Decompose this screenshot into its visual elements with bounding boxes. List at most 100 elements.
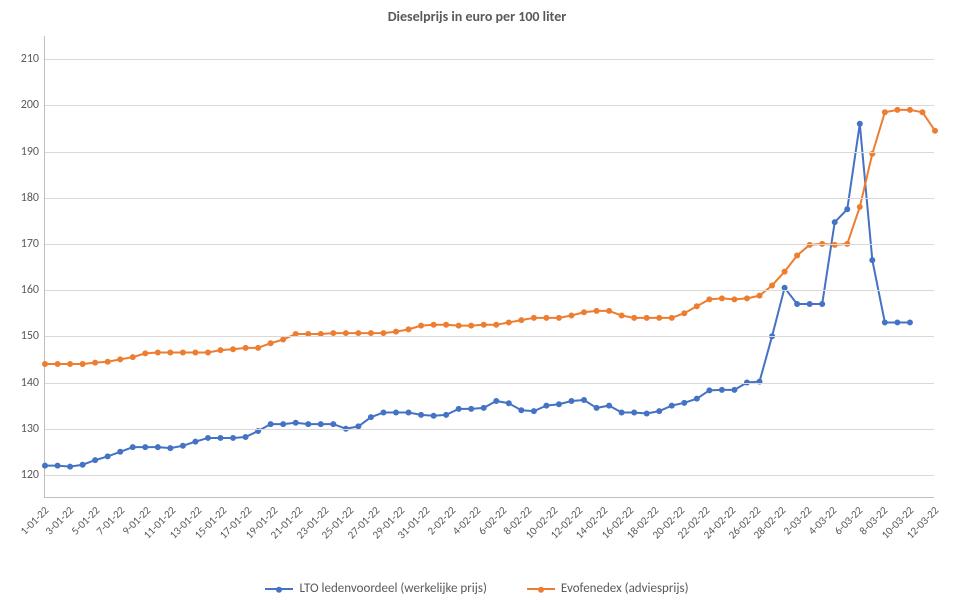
series-marker-0 [518, 407, 524, 413]
series-marker-1 [744, 295, 750, 301]
series-marker-1 [894, 107, 900, 113]
series-marker-1 [694, 303, 700, 309]
series-marker-0 [581, 397, 587, 403]
series-marker-0 [844, 206, 850, 212]
series-marker-0 [80, 462, 86, 468]
series-marker-1 [117, 356, 123, 362]
legend-swatch-lto [265, 588, 293, 590]
series-marker-1 [380, 330, 386, 336]
series-marker-1 [568, 313, 574, 319]
series-marker-1 [105, 359, 111, 365]
series-marker-0 [794, 301, 800, 307]
gridline [45, 198, 934, 199]
series-marker-0 [719, 387, 725, 393]
series-marker-0 [180, 443, 186, 449]
series-marker-0 [443, 412, 449, 418]
series-marker-0 [869, 257, 875, 263]
gridline [45, 336, 934, 337]
series-marker-0 [406, 410, 412, 416]
series-marker-1 [556, 315, 562, 321]
series-marker-1 [167, 349, 173, 355]
y-tick-label: 180 [21, 191, 39, 205]
series-marker-0 [431, 413, 437, 419]
series-marker-0 [217, 435, 223, 441]
series-marker-0 [556, 401, 562, 407]
chart-container: Dieselprijs in euro per 100 liter 120130… [0, 0, 954, 602]
series-marker-0 [105, 453, 111, 459]
series-marker-1 [180, 349, 186, 355]
series-marker-1 [192, 349, 198, 355]
series-marker-0 [456, 406, 462, 412]
series-marker-1 [456, 323, 462, 329]
series-marker-0 [493, 398, 499, 404]
series-marker-0 [55, 463, 61, 469]
series-marker-1 [230, 346, 236, 352]
series-marker-0 [907, 319, 913, 325]
series-marker-0 [142, 444, 148, 450]
series-marker-1 [42, 361, 48, 367]
series-marker-1 [92, 360, 98, 366]
gridline [45, 244, 934, 245]
series-marker-0 [468, 406, 474, 412]
series-marker-1 [80, 361, 86, 367]
series-marker-1 [757, 293, 763, 299]
plot-area: 1201301401501601701801902002101-01-223-0… [44, 36, 934, 498]
series-marker-0 [644, 410, 650, 416]
series-marker-1 [581, 309, 587, 315]
series-marker-0 [568, 398, 574, 404]
series-marker-0 [205, 435, 211, 441]
series-marker-0 [731, 387, 737, 393]
series-marker-1 [531, 315, 537, 321]
series-marker-1 [594, 308, 600, 314]
series-marker-0 [268, 421, 274, 427]
series-marker-0 [167, 445, 173, 451]
series-marker-0 [681, 400, 687, 406]
gridline [45, 290, 934, 291]
series-marker-1 [631, 315, 637, 321]
series-marker-1 [130, 354, 136, 360]
series-marker-1 [481, 322, 487, 328]
y-tick-label: 200 [21, 98, 39, 112]
gridline [45, 152, 934, 153]
series-marker-1 [794, 252, 800, 258]
series-marker-0 [606, 403, 612, 409]
series-marker-0 [481, 405, 487, 411]
series-marker-1 [368, 330, 374, 336]
series-marker-0 [393, 410, 399, 416]
y-tick-label: 130 [21, 422, 39, 436]
legend-swatch-evo [527, 588, 555, 590]
series-marker-1 [155, 349, 161, 355]
series-marker-0 [631, 410, 637, 416]
series-marker-0 [155, 444, 161, 450]
series-marker-0 [42, 463, 48, 469]
series-marker-1 [205, 349, 211, 355]
series-marker-0 [368, 414, 374, 420]
series-marker-1 [67, 361, 73, 367]
legend-label-evo: Evofenedex (adviesprijs) [561, 581, 689, 596]
series-marker-0 [694, 396, 700, 402]
series-marker-1 [644, 315, 650, 321]
y-tick-label: 120 [21, 468, 39, 482]
series-marker-0 [894, 319, 900, 325]
series-marker-1 [217, 347, 223, 353]
series-line-0 [45, 124, 910, 467]
series-marker-0 [832, 219, 838, 225]
series-marker-1 [443, 322, 449, 328]
series-marker-1 [493, 322, 499, 328]
legend-label-lto: LTO ledenvoordeel (werkelijke prijs) [299, 581, 486, 596]
series-marker-1 [330, 330, 336, 336]
series-marker-1 [243, 345, 249, 351]
series-marker-0 [67, 464, 73, 470]
series-marker-1 [669, 315, 675, 321]
series-marker-1 [932, 128, 938, 134]
series-marker-0 [243, 434, 249, 440]
series-marker-1 [543, 315, 549, 321]
y-tick-label: 190 [21, 145, 39, 159]
series-marker-0 [594, 405, 600, 411]
y-tick-label: 170 [21, 237, 39, 251]
series-marker-0 [380, 410, 386, 416]
series-marker-1 [706, 296, 712, 302]
series-marker-1 [343, 330, 349, 336]
series-marker-1 [393, 329, 399, 335]
series-marker-1 [719, 295, 725, 301]
